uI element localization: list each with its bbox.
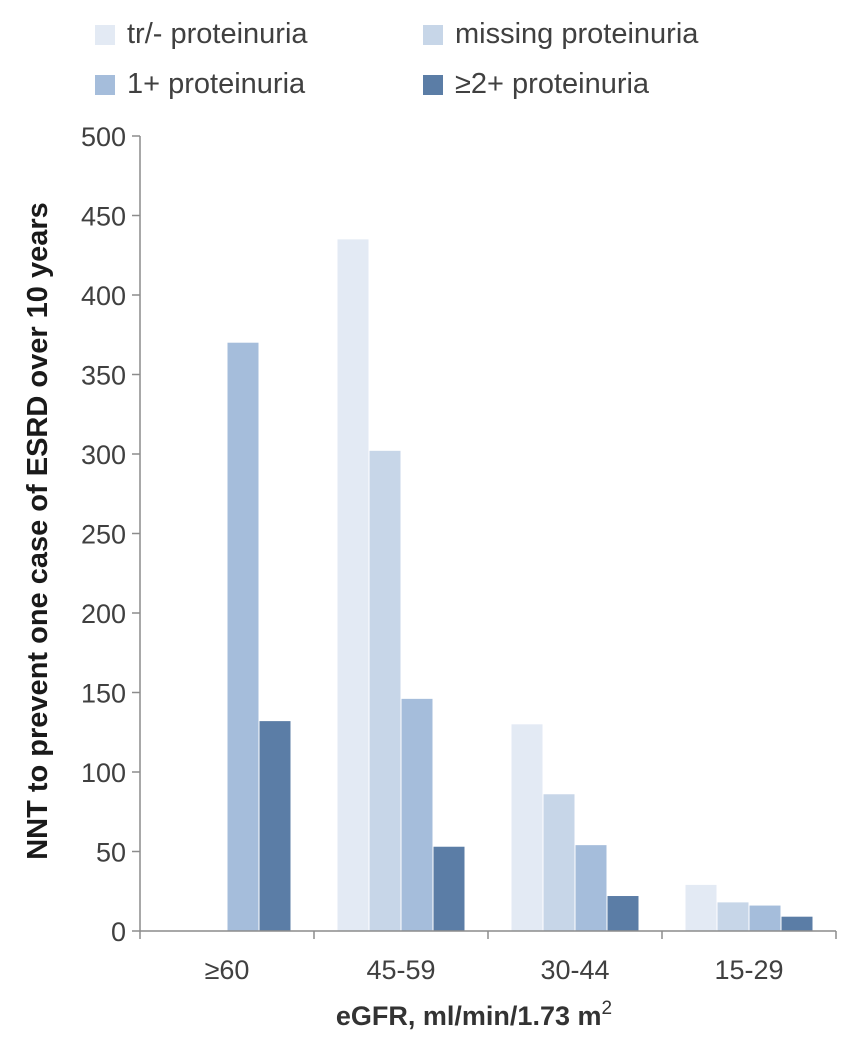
x-tick-label: 30-44 bbox=[540, 955, 609, 985]
legend-item-tr-proteinuria: tr/- proteinuria bbox=[95, 18, 308, 51]
x-tick-label: 15-29 bbox=[714, 955, 783, 985]
bar bbox=[433, 846, 465, 931]
legend-swatch bbox=[423, 74, 443, 95]
bar bbox=[749, 905, 781, 931]
x-tick-label: 45-59 bbox=[366, 955, 435, 985]
x-axis-label-superscript: 2 bbox=[602, 998, 613, 1019]
bar bbox=[337, 239, 369, 932]
y-tick-label: 300 bbox=[81, 440, 126, 470]
y-tick-label: 100 bbox=[81, 758, 126, 788]
legend-label: ≥2+ proteinuria bbox=[455, 68, 650, 100]
bar bbox=[227, 342, 259, 931]
bar bbox=[575, 845, 607, 931]
y-tick-label: 400 bbox=[81, 281, 126, 311]
legend-label: 1+ proteinuria bbox=[127, 68, 306, 100]
y-tick-label: 50 bbox=[96, 838, 126, 868]
x-axis-label-text: eGFR, ml/min/1.73 m bbox=[336, 1001, 602, 1031]
legend-item-2plus-proteinuria: ≥2+ proteinuria bbox=[423, 68, 649, 101]
bar bbox=[543, 794, 575, 931]
y-tick-label: 250 bbox=[81, 520, 126, 550]
legend-item-1plus-proteinuria: 1+ proteinuria bbox=[95, 68, 305, 101]
x-axis-label: eGFR, ml/min/1.73 m2 bbox=[336, 998, 612, 1031]
bar bbox=[511, 724, 543, 931]
legend-label: tr/- proteinuria bbox=[127, 18, 308, 50]
bar bbox=[259, 721, 291, 931]
y-tick-label: 500 bbox=[81, 122, 126, 152]
y-tick-label: 200 bbox=[81, 599, 126, 629]
bar bbox=[369, 450, 401, 931]
axes-group: 0 50 100 150 200 250 300 350 400 450 500 ≥60 45-59 30… bbox=[81, 122, 837, 985]
legend-swatch bbox=[423, 24, 443, 45]
bars-group bbox=[227, 239, 813, 932]
x-tick-label: ≥60 bbox=[205, 955, 250, 985]
y-tick-label: 0 bbox=[111, 917, 126, 947]
y-tick-label: 450 bbox=[81, 202, 126, 232]
legend-label: missing proteinuria bbox=[455, 18, 699, 50]
bar bbox=[607, 896, 639, 931]
y-tick-label: 150 bbox=[81, 679, 126, 709]
legend-item-missing-proteinuria: missing proteinuria bbox=[423, 18, 698, 51]
bar bbox=[781, 916, 813, 931]
y-axis-label: NNT to prevent one case of ESRD over 10 … bbox=[22, 202, 54, 860]
bar bbox=[685, 884, 717, 931]
legend-swatch bbox=[95, 24, 115, 45]
legend-swatch bbox=[95, 74, 115, 95]
bar bbox=[401, 698, 433, 931]
bar bbox=[717, 902, 749, 931]
y-tick-label: 350 bbox=[81, 361, 126, 391]
